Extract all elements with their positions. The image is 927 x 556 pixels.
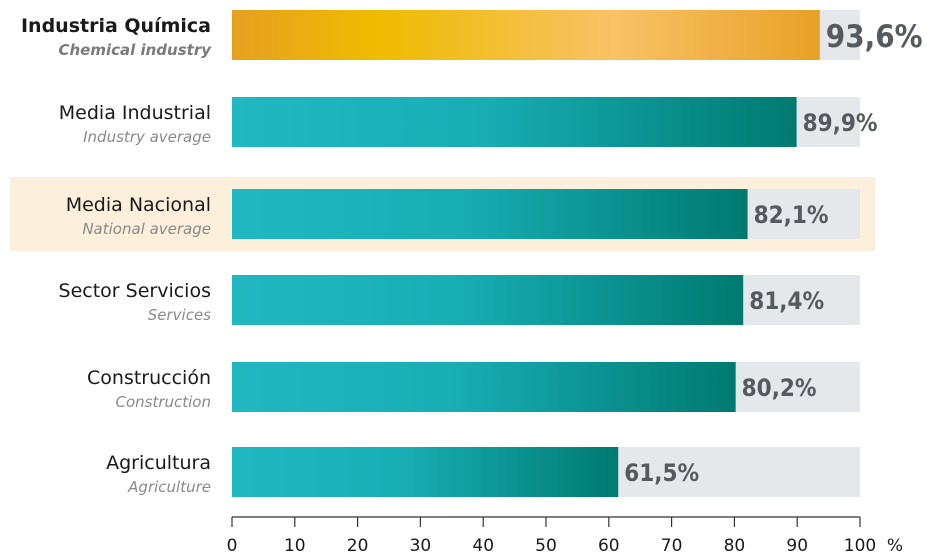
bar-row: Media Industrial Industry average 89,9% [59, 97, 878, 147]
bar-row: Sector Servicios Services 81,4% [59, 275, 860, 325]
x-tick-label: 100 [844, 536, 876, 556]
bar-row: Industria Química Chemical industry 93,6% [21, 10, 923, 60]
x-tick-label: 40 [472, 536, 494, 556]
bar [232, 362, 736, 412]
x-tick-label: 60 [598, 536, 620, 556]
category-label-en: Construction [115, 393, 211, 411]
category-label-en: Agriculture [127, 478, 211, 496]
data-label: 93,6% [826, 19, 923, 55]
category-label: Agricultura [106, 452, 211, 474]
category-label-en: Industry average [83, 128, 211, 146]
category-label-en: Chemical industry [58, 41, 212, 59]
bar [232, 189, 748, 239]
bar [232, 447, 619, 497]
x-tick-label: 80 [724, 536, 746, 556]
x-tick-label: 50 [535, 536, 557, 556]
x-tick-label: 70 [661, 536, 683, 556]
bar-row: Media Nacional National average 82,1% [10, 177, 875, 251]
x-tick-label: 20 [347, 536, 369, 556]
x-tick-label: 30 [410, 536, 432, 556]
x-tick-label: 90 [786, 536, 808, 556]
data-label: 80,2% [742, 374, 817, 402]
bar [232, 97, 797, 147]
bar-row: Agricultura Agriculture 61,5% [106, 447, 860, 497]
data-label: 89,9% [803, 109, 878, 137]
category-label-en: National average [82, 220, 211, 238]
category-label: Media Nacional [66, 194, 211, 216]
bar [232, 10, 820, 60]
bar [232, 275, 744, 325]
data-label: 82,1% [754, 201, 829, 229]
category-label: Industria Química [21, 15, 211, 37]
category-label: Sector Servicios [59, 280, 211, 302]
data-label: 81,4% [749, 287, 824, 315]
bar-row: Construcción Construction 80,2% [87, 362, 860, 412]
x-tick-label: 0 [227, 536, 238, 556]
x-tick-label: 10 [284, 536, 306, 556]
category-label: Media Industrial [59, 102, 211, 124]
category-label: Construcción [87, 367, 211, 389]
x-axis-unit: % [887, 536, 903, 556]
category-label-en: Services [148, 306, 211, 324]
data-label: 61,5% [624, 459, 699, 487]
